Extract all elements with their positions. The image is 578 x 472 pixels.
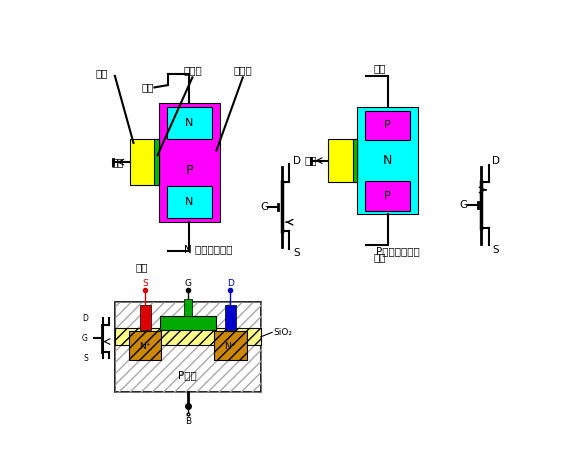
Text: G: G (460, 200, 468, 210)
Text: P沟道场效应管: P沟道场效应管 (376, 246, 420, 256)
Bar (159, 103, 220, 222)
Text: N⁺: N⁺ (139, 342, 151, 352)
Text: 源极: 源极 (373, 252, 386, 262)
Text: S: S (83, 354, 88, 363)
Bar (357, 107, 418, 214)
Bar (328, 139, 357, 182)
Text: N: N (185, 197, 194, 207)
Text: G: G (184, 279, 191, 288)
Text: D: D (227, 279, 234, 288)
Text: G: G (261, 202, 269, 212)
Text: D: D (293, 156, 301, 166)
Text: N: N (185, 118, 194, 128)
Text: 栅极: 栅极 (111, 157, 124, 167)
Bar (167, 107, 212, 139)
Text: 氧化物: 氧化物 (183, 66, 202, 76)
Text: S: S (142, 279, 148, 288)
Text: 漏极: 漏极 (141, 83, 154, 93)
Bar (160, 316, 216, 330)
Text: P: P (384, 120, 391, 130)
Text: 漏极: 漏极 (373, 63, 386, 73)
Bar (225, 305, 236, 330)
Text: B: B (184, 417, 191, 426)
Text: S: S (492, 245, 499, 255)
Text: P: P (186, 164, 193, 177)
Text: 源极: 源极 (136, 262, 148, 272)
Text: D: D (82, 314, 88, 323)
Bar (115, 329, 261, 346)
Text: D: D (492, 156, 501, 166)
Text: N: N (383, 154, 392, 167)
Bar (365, 181, 410, 211)
Bar (129, 139, 159, 185)
Text: N 沟道场效应管: N 沟道场效应管 (184, 244, 232, 254)
Text: 金属: 金属 (95, 68, 108, 78)
Text: P: P (384, 191, 391, 201)
Bar (184, 299, 191, 316)
Text: N⁺: N⁺ (225, 342, 236, 352)
Bar (353, 139, 357, 182)
Bar (115, 302, 261, 392)
Bar (167, 186, 212, 219)
Text: G: G (82, 334, 88, 343)
Bar (140, 305, 150, 330)
Text: 栅极: 栅极 (305, 156, 317, 166)
Bar (154, 139, 159, 185)
Text: P衬底: P衬底 (179, 371, 197, 380)
Text: S: S (293, 248, 300, 258)
Bar (115, 302, 261, 392)
Bar (129, 331, 161, 360)
Bar (214, 331, 247, 360)
Text: SiO₂: SiO₂ (274, 328, 292, 337)
Bar (365, 110, 410, 140)
Text: 半导体: 半导体 (234, 66, 252, 76)
